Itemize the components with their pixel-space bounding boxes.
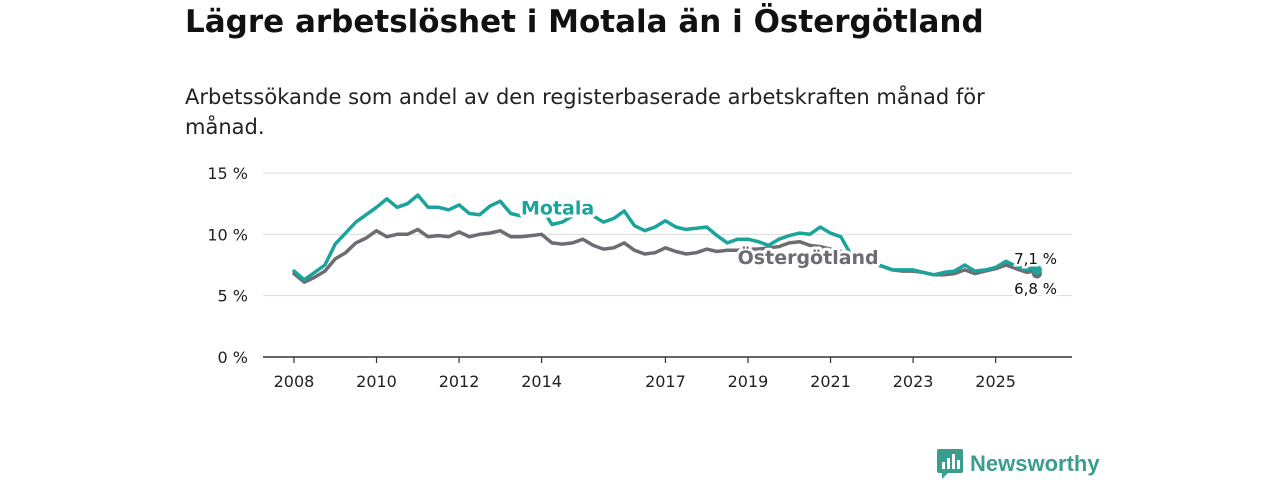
y-tick-label: 5 %	[218, 287, 248, 306]
end-value-label-ostergotland: 6,8 %	[1014, 280, 1057, 298]
chart-subtitle: Arbetssökande som andel av den registerb…	[185, 85, 985, 139]
series-label-ostergotland: Östergötland	[738, 245, 879, 269]
end-value-label-motala: 7,1 %	[1014, 250, 1057, 268]
x-tick-label: 2008	[274, 372, 315, 391]
x-tick-label: 2025	[975, 372, 1016, 391]
x-tick-label: 2019	[728, 372, 769, 391]
y-tick-label: 15 %	[207, 164, 248, 183]
series-line-motala	[292, 193, 1039, 282]
newsworthy-logo-text: Newsworthy	[970, 451, 1100, 476]
x-tick-label: 2021	[810, 372, 851, 391]
x-tick-label: 2014	[521, 372, 562, 391]
newsworthy-logo-icon	[937, 449, 963, 479]
newsworthy-logo: Newsworthy	[937, 449, 1100, 479]
y-tick-label: 0 %	[218, 348, 248, 367]
x-tick-label: 2023	[893, 372, 934, 391]
x-tick-label: 2012	[439, 372, 480, 391]
chart-title: Lägre arbetslöshet i Motala än i Östergö…	[185, 4, 984, 40]
y-tick-label: 10 %	[207, 225, 248, 244]
end-point-motala	[1031, 264, 1042, 275]
x-tick-label: 2010	[356, 372, 397, 391]
series-label-motala: Motala	[521, 198, 594, 220]
x-tick-label: 2017	[645, 372, 686, 391]
